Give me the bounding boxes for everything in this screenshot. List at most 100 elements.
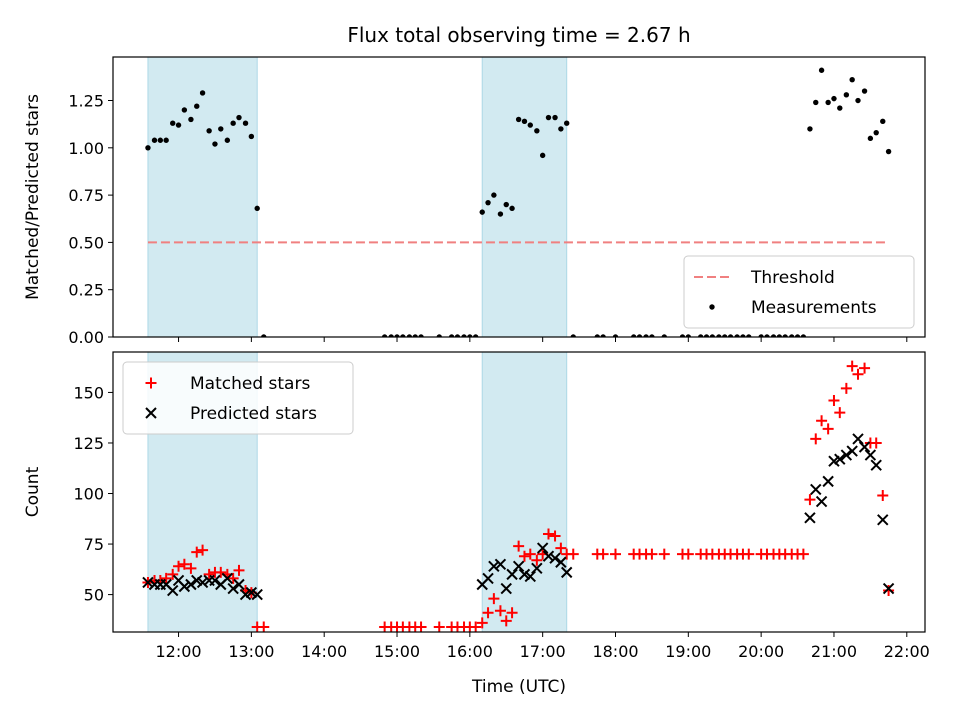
measurement-point	[867, 135, 874, 142]
measurement-point	[151, 137, 158, 143]
measurement-point	[503, 201, 509, 208]
predicted-stars-point	[494, 558, 507, 570]
matched-stars-point	[609, 548, 621, 560]
matched-stars-point	[233, 564, 245, 576]
matched-stars-point	[834, 407, 846, 419]
x-tick-label: 19:00	[665, 642, 711, 661]
measurement-point	[703, 334, 710, 337]
measurement-point	[381, 334, 388, 337]
y-tick-label: 0.75	[68, 186, 104, 205]
measurement-point	[631, 334, 637, 337]
matched-stars-point	[197, 544, 209, 556]
measurement-point	[472, 334, 479, 337]
measurement-point	[600, 334, 606, 337]
measurement-point	[661, 334, 667, 337]
matched-stars-point	[810, 433, 822, 445]
measurement-point	[206, 128, 212, 134]
predicted-stars-point	[542, 550, 555, 562]
predicted-stars-point	[167, 584, 179, 597]
measurement-point	[461, 334, 467, 337]
measurement-point	[170, 120, 176, 126]
measurement-point	[843, 92, 850, 98]
measurement-point	[825, 99, 831, 106]
measurement-point	[552, 114, 558, 121]
matched-stars-point	[258, 621, 270, 632]
measurement-point	[515, 116, 522, 123]
measurement-point	[406, 334, 413, 337]
matched-stars-point	[160, 572, 172, 584]
y-tick-label: 1.00	[68, 139, 104, 158]
y-tick-label: 100	[73, 485, 104, 504]
measurement-point	[230, 120, 236, 126]
measurement-point	[418, 334, 424, 337]
matched-stars-point	[555, 542, 567, 554]
count-panel: 50 75 100 125 150 12:00 13:00 14:00 15:00 16:00 17…	[23, 351, 930, 661]
y-axis-label: Count	[23, 466, 43, 517]
measurement-point	[394, 334, 400, 337]
predicted-stars-point	[536, 542, 549, 554]
measurement-point	[485, 199, 491, 206]
measurement-point	[479, 209, 485, 215]
observing-window-band	[481, 351, 568, 633]
matched-stars-point	[513, 540, 525, 552]
predicted-stars-point	[500, 582, 512, 595]
predicted-stars-point	[512, 560, 525, 573]
y-tick-label: 1.25	[68, 92, 104, 111]
x-tick-label: 12:00	[155, 642, 201, 661]
measurement-point	[248, 133, 255, 140]
legend-measurement-swatch	[709, 304, 715, 310]
measurement-point	[685, 334, 692, 337]
x-tick-label: 20:00	[738, 642, 784, 661]
predicted-stars-point	[185, 578, 197, 591]
measurement-point	[521, 118, 528, 125]
matched-stars-point	[470, 621, 482, 632]
x-tick-label: 17:00	[520, 642, 566, 661]
predicted-stars-point	[488, 560, 500, 573]
matched-stars-point	[816, 415, 828, 427]
y-tick-label: 0.25	[68, 281, 104, 300]
measurement-point	[800, 334, 807, 337]
legend-box	[122, 361, 354, 435]
x-tick-label: 14:00	[301, 642, 347, 661]
predicted-stars-point	[560, 566, 573, 579]
predicted-stars-point	[221, 572, 234, 585]
measurement-point	[709, 334, 716, 337]
measurement-point	[194, 103, 200, 109]
predicted-stars-point	[549, 552, 561, 564]
measurement-point	[181, 107, 188, 113]
axes-frame	[112, 56, 926, 338]
measurement-point	[831, 95, 837, 102]
matched-stars-point	[877, 490, 889, 502]
measurement-point	[861, 88, 868, 94]
measurement-point	[467, 334, 473, 337]
matched-stars-point	[203, 568, 215, 580]
measurement-point	[448, 334, 455, 337]
predicted-stars-point	[251, 588, 263, 601]
predicted-stars-point	[804, 512, 816, 524]
matched-stars-point	[542, 528, 554, 540]
measurement-point	[813, 99, 819, 106]
predicted-stars-point	[852, 433, 864, 445]
observing-window-band	[147, 56, 258, 338]
matched-stars-point	[191, 546, 203, 558]
measurement-point	[388, 334, 394, 337]
measurement-point	[570, 334, 576, 337]
measurement-point	[885, 148, 892, 155]
matched-stars-point	[883, 585, 895, 597]
measurement-point	[436, 334, 442, 337]
matched-stars-point	[524, 548, 536, 560]
x-tick-label: 22:00	[884, 642, 930, 661]
data-points	[142, 360, 895, 632]
measurement-point	[497, 211, 504, 217]
measurement-point	[212, 141, 218, 147]
matched-stars-point	[518, 550, 530, 562]
measurement-point	[527, 122, 533, 128]
chart-title: Flux total observing time = 2.67 h	[347, 23, 690, 47]
matched-stars-point	[433, 621, 445, 632]
measurement-point	[539, 152, 546, 159]
predicted-stars-point	[822, 475, 834, 488]
matched-stars-point	[597, 548, 609, 560]
matched-stars-point	[646, 548, 658, 560]
